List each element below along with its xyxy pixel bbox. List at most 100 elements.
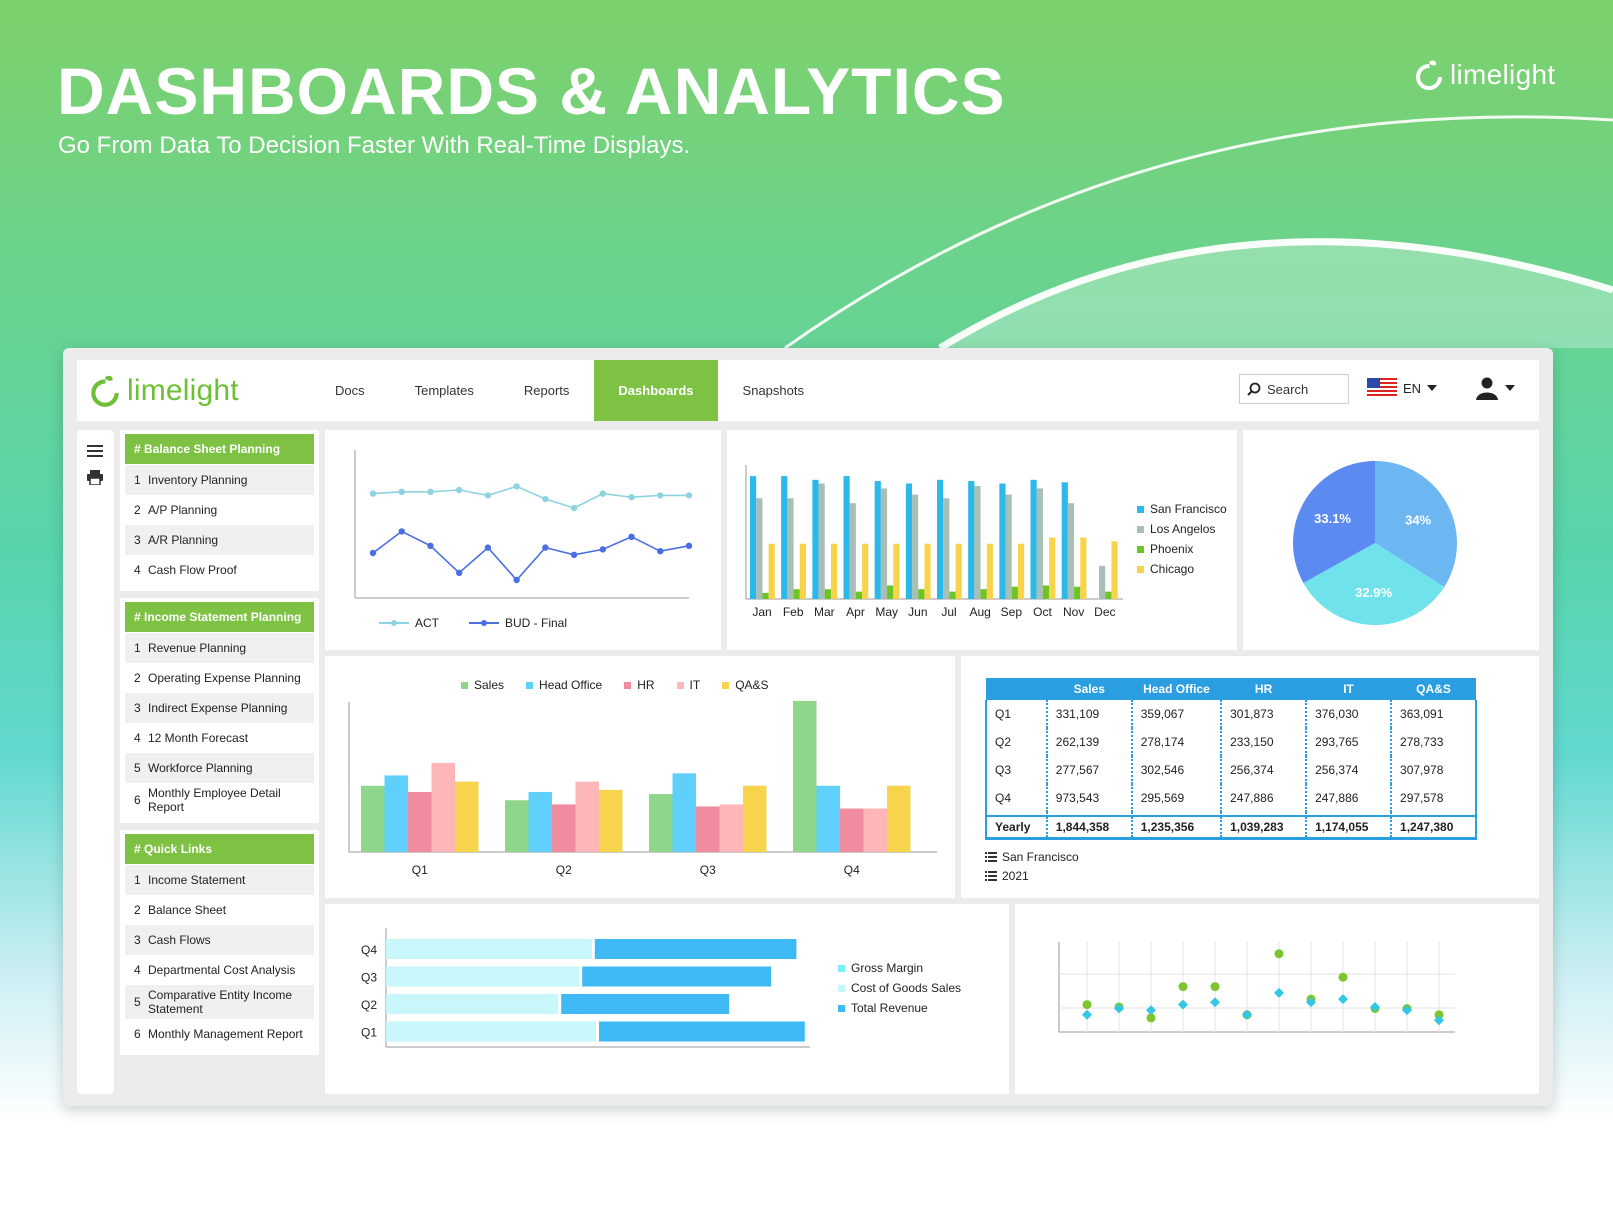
sidebar-item[interactable]: 1 Inventory Planning	[125, 465, 314, 495]
table-cell: 256,374	[1220, 756, 1307, 784]
bar	[1011, 586, 1018, 599]
sidebar-item[interactable]: 4 Departmental Cost Analysis	[125, 955, 314, 985]
table-header[interactable]: HR	[1221, 678, 1307, 700]
sidebar-item[interactable]: 6 Monthly Management Report	[125, 1019, 314, 1049]
bar	[1049, 537, 1056, 599]
sidebar-item[interactable]: 5 Workforce Planning	[125, 753, 314, 783]
legend-item[interactable]: Total Revenue	[838, 1001, 961, 1015]
table-cell: 302,546	[1130, 756, 1222, 784]
legend-item[interactable]: Sales	[461, 678, 504, 692]
year-filter[interactable]: 2021	[985, 869, 1029, 883]
sidebar-item[interactable]: 1 Revenue Planning	[125, 633, 314, 663]
legend-item[interactable]: Head Office	[526, 678, 602, 692]
sidebar-item[interactable]: 2 A/P Planning	[125, 495, 314, 525]
table-header	[986, 678, 1047, 700]
line-point	[599, 490, 607, 497]
sidebar-item-number: 2	[134, 503, 141, 517]
sidebar-item[interactable]: 4 Cash Flow Proof	[125, 555, 314, 585]
bar	[719, 804, 743, 852]
line-point	[657, 548, 664, 555]
printer-icon[interactable]	[87, 470, 103, 485]
sidebar-item[interactable]: 2 Operating Expense Planning	[125, 663, 314, 693]
bar	[943, 498, 950, 599]
sidebar-item[interactable]: 2 Balance Sheet	[125, 895, 314, 925]
sidebar-item[interactable]: 3 A/R Planning	[125, 525, 314, 555]
quarterly-chart-legend: Sales Head Office HR IT QA&S	[461, 678, 769, 692]
nav-templates[interactable]: Templates	[414, 383, 474, 398]
app-logo[interactable]: limelight	[87, 373, 277, 409]
pie-label: 33.1%	[1314, 511, 1351, 526]
line-marker-icon	[379, 620, 409, 626]
x-tick-label: Apr	[846, 605, 865, 619]
legend-item[interactable]: San Francisco	[1137, 502, 1227, 516]
table-cell: 301,873	[1220, 700, 1307, 728]
pie-chart: 34% 32.9% 33.1%	[1293, 461, 1457, 625]
nav-dashboards[interactable]: Dashboards	[594, 360, 718, 421]
legend-item-bud-final[interactable]: BUD - Final	[469, 616, 567, 630]
sidebar-item-label: Cash Flows	[148, 933, 211, 947]
bar-segment	[582, 966, 772, 987]
scatter-point	[1210, 982, 1220, 992]
sidebar-item-number: 4	[134, 963, 141, 977]
hamburger-menu-icon[interactable]	[87, 444, 103, 458]
x-tick-label: Feb	[783, 605, 804, 619]
legend-label: BUD - Final	[505, 616, 568, 630]
line-chart-legend: ACT BUD - Final	[379, 616, 567, 630]
caret-down-icon	[1505, 385, 1515, 391]
sidebar-group-title[interactable]: # Quick Links	[125, 834, 314, 864]
sidebar-item[interactable]: 5 Comparative Entity Income Statement	[125, 985, 314, 1019]
sidebar-item[interactable]: 4 12 Month Forecast	[125, 723, 314, 753]
bar	[505, 800, 529, 852]
nav-reports[interactable]: Reports	[523, 383, 570, 398]
bar	[384, 775, 408, 852]
scatter-point	[1434, 1015, 1444, 1026]
scatter-point	[1434, 1010, 1444, 1020]
location-filter[interactable]: San Francisco	[985, 850, 1079, 864]
bar	[893, 543, 900, 599]
legend-item[interactable]: Los Angelos	[1137, 522, 1227, 536]
x-tick-label: Q1	[412, 863, 428, 877]
y-tick-label: Q4	[361, 943, 377, 957]
sidebar-item-label: Monthly Employee Detail Report	[148, 786, 281, 814]
legend-item[interactable]: Chicago	[1137, 562, 1227, 576]
legend-item[interactable]: Phoenix	[1137, 542, 1227, 556]
bar-segment	[594, 939, 797, 959]
sidebar-item-label: Workforce Planning	[148, 761, 253, 775]
line-point	[628, 494, 635, 501]
sidebar-group-title[interactable]: # Balance Sheet Planning	[125, 434, 314, 464]
legend-item-act[interactable]: ACT	[379, 616, 439, 630]
sidebar-group-title[interactable]: # Income Statement Planning	[125, 602, 314, 632]
legend-item[interactable]: Cost of Goods Sales	[838, 981, 961, 995]
search-input[interactable]: Search	[1239, 374, 1349, 404]
bar	[949, 591, 956, 599]
legend-item[interactable]: HR	[624, 678, 655, 692]
table-header[interactable]: Sales	[1046, 678, 1132, 700]
bar	[824, 589, 831, 599]
x-tick-label: Nov	[1063, 605, 1084, 619]
sidebar-item[interactable]: 6 Monthly Employee Detail Report	[125, 783, 314, 817]
sidebar-item-number: 6	[134, 793, 141, 807]
bar	[1067, 503, 1075, 599]
table-header[interactable]: QA&S	[1391, 678, 1476, 700]
sidebar-item-label: Balance Sheet	[148, 903, 227, 917]
legend-item[interactable]: Gross Margin	[838, 961, 961, 975]
x-tick-label: Jan	[752, 605, 771, 619]
x-tick-label: Aug	[969, 605, 990, 619]
legend-item[interactable]: QA&S	[722, 678, 769, 692]
bar	[937, 479, 944, 599]
nav-snapshots[interactable]: Snapshots	[742, 383, 804, 398]
user-menu[interactable]	[1475, 376, 1515, 400]
sidebar-item[interactable]: 3 Cash Flows	[125, 925, 314, 955]
nav-docs[interactable]: Docs	[335, 383, 365, 398]
bar	[816, 785, 840, 852]
legend-item[interactable]: IT	[676, 678, 700, 692]
language-selector[interactable]: EN	[1367, 378, 1438, 398]
sidebar-item[interactable]: 3 Indirect Expense Planning	[125, 693, 314, 723]
table-header[interactable]: Head Office	[1131, 678, 1222, 700]
sidebar-item[interactable]: 1 Income Statement	[125, 865, 314, 895]
scatter-point	[1274, 987, 1284, 998]
scatter-point	[1242, 1009, 1252, 1020]
bar	[843, 476, 850, 599]
legend-label: Los Angelos	[1150, 522, 1216, 536]
table-header[interactable]: IT	[1306, 678, 1392, 700]
